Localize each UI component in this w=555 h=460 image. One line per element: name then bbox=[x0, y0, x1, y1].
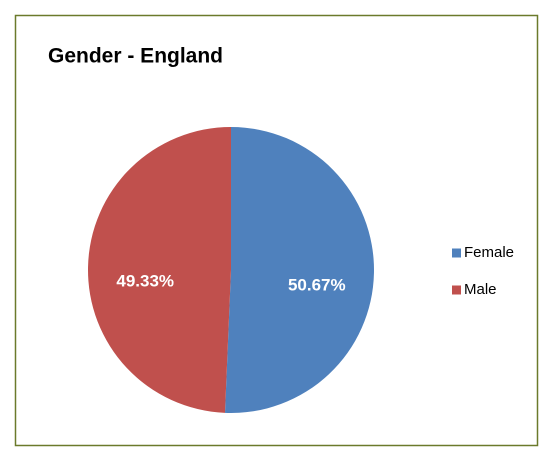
pie-slice bbox=[87, 127, 231, 413]
chart-title: Gender - England bbox=[48, 45, 223, 68]
data-label: 50.67% bbox=[288, 275, 346, 294]
data-label: 49.33% bbox=[116, 272, 174, 291]
legend-label: Male bbox=[464, 281, 497, 298]
legend-swatch bbox=[452, 248, 461, 258]
legend-label: Female bbox=[464, 244, 514, 261]
pie-slice bbox=[224, 127, 374, 413]
legend-swatch bbox=[452, 285, 461, 295]
